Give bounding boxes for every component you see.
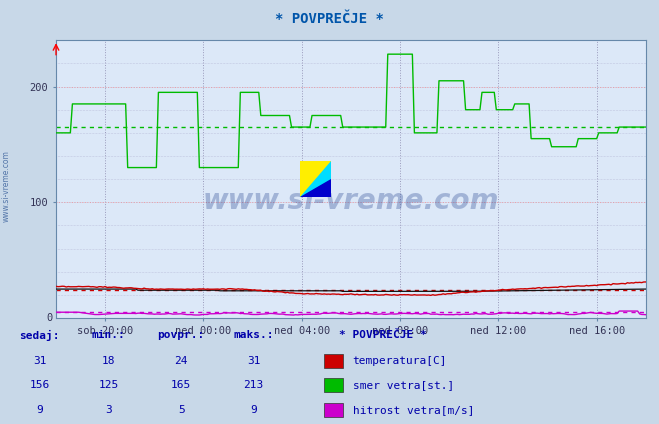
Text: 31: 31 (33, 356, 46, 366)
Text: 0: 0 (47, 313, 53, 323)
Text: 31: 31 (247, 356, 260, 366)
Text: 24: 24 (175, 356, 188, 366)
Text: sedaj:: sedaj: (19, 330, 60, 341)
FancyBboxPatch shape (324, 378, 343, 393)
Text: temperatura[C]: temperatura[C] (353, 356, 447, 366)
Text: maks.:: maks.: (233, 330, 274, 340)
Polygon shape (300, 179, 331, 197)
Text: povpr.:: povpr.: (158, 330, 205, 340)
Text: www.si-vreme.com: www.si-vreme.com (203, 187, 499, 215)
FancyBboxPatch shape (324, 354, 343, 368)
Text: * POVPREČJE *: * POVPREČJE * (275, 12, 384, 26)
Text: hitrost vetra[m/s]: hitrost vetra[m/s] (353, 405, 474, 415)
Text: 18: 18 (102, 356, 115, 366)
Text: min.:: min.: (92, 330, 126, 340)
Text: 9: 9 (36, 405, 43, 415)
Polygon shape (300, 161, 331, 197)
Text: * POVPREČJE *: * POVPREČJE * (339, 330, 427, 340)
FancyBboxPatch shape (324, 403, 343, 417)
Text: www.si-vreme.com: www.si-vreme.com (2, 151, 11, 223)
Text: 9: 9 (250, 405, 257, 415)
Text: 3: 3 (105, 405, 112, 415)
Text: 165: 165 (171, 380, 191, 391)
Text: smer vetra[st.]: smer vetra[st.] (353, 380, 454, 391)
Text: 213: 213 (244, 380, 264, 391)
Text: 156: 156 (30, 380, 49, 391)
Text: 125: 125 (99, 380, 119, 391)
Text: 5: 5 (178, 405, 185, 415)
Polygon shape (300, 161, 331, 197)
